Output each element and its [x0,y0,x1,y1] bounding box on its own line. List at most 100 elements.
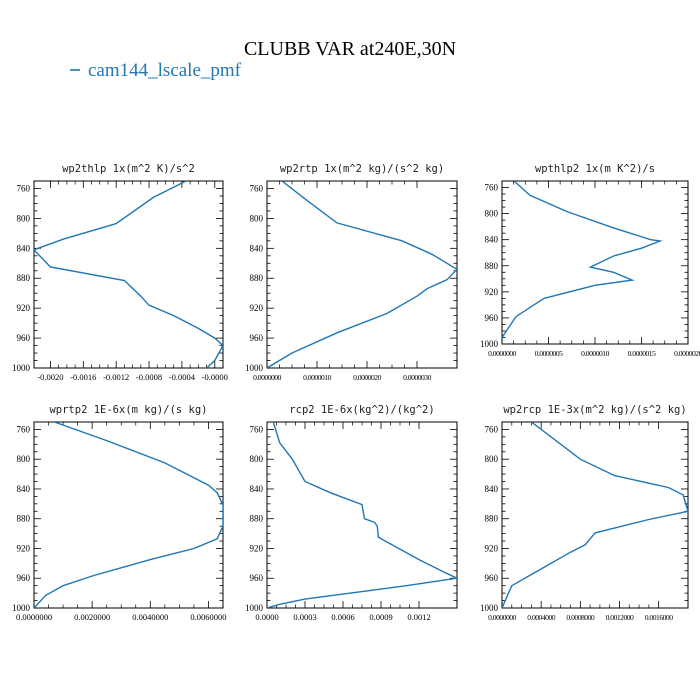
x-tick-label: 0.0000020 [674,349,700,358]
y-tick-label: 840 [485,484,499,494]
y-tick-label: 760 [250,424,264,434]
x-tick-label: 0.0000030 [403,373,431,382]
x-tick-label: 0.0004000 [527,613,555,622]
panel-6: wp2rcp 1E-3x(m^2 kg)/(s^2 kg) 760 800 840 88… [480,404,689,622]
panels: wp2thlp 1x(m^2 K)/s^2 760 800 840 880 920 960 1… [12,163,700,622]
y-tick-label: 920 [17,543,31,553]
y-tick-label: 880 [17,273,31,283]
panel-title: wp2rcp 1E-3x(m^2 kg)/(s^2 kg) [503,404,686,416]
series-line-1 [502,181,663,338]
x-tick-label: -0.0008 [136,372,162,382]
plot-frame [33,180,224,369]
y-tick-label: 960 [485,573,499,583]
x-tick-label: 0.0000 [255,612,278,622]
x-tick-label: 0.0000020 [353,373,381,382]
y-tick-label: 1000 [245,363,264,373]
plot-frame [266,180,458,369]
plot-frame [501,421,689,609]
y-tick-label: 760 [17,424,31,434]
legend: cam144_lscale_pmf [70,60,242,81]
x-tick-label: 0.0006 [331,612,354,622]
panel-title: wp2thlp 1x(m^2 K)/s^2 [62,163,195,175]
series-line-1 [34,181,223,368]
x-tick-label: 0.0000015 [628,349,656,358]
x-tick-label: 0.0000005 [535,349,563,358]
y-tick-label: 800 [17,213,31,223]
y-tick-label: 960 [250,573,264,583]
y-tick-label: 800 [485,454,499,464]
x-tick-label: 0.0040000 [132,612,168,622]
y-tick-label: 920 [250,303,264,313]
x-tick-label: 0.0009 [369,612,392,622]
x-tick-label: 0.0008000 [566,613,594,622]
x-tick-label: -0.0012 [103,372,129,382]
y-tick-label: 760 [485,424,499,434]
y-tick-label: 840 [250,243,264,253]
series-line-1 [34,422,223,608]
x-tick-label: 0.0000000 [488,349,516,358]
x-tick-label: -0.0016 [70,372,96,382]
y-tick-label: 800 [250,454,264,464]
panel-title: wp2rtp 1x(m^2 kg)/(s^2 kg) [280,163,444,175]
panel-3: wpthlp2 1x(m K^2)/s 760 800 840 880 920 960 100… [480,163,700,358]
y-tick-label: 880 [250,273,264,283]
y-tick-label: 760 [485,183,499,193]
y-tick-label: 960 [17,573,31,583]
y-tick-label: 840 [17,243,31,253]
x-tick-label: 0.0000000 [488,613,516,622]
y-tick-label: 840 [17,484,31,494]
y-tick-label: 800 [17,454,31,464]
y-tick-label: 800 [485,209,499,219]
y-tick-label: 960 [485,313,499,323]
x-tick-label: 0.0060000 [190,612,226,622]
plot-frame [501,180,689,345]
x-tick-label: 0.0016000 [645,613,673,622]
panel-title: rcp2 1E-6x(kg^2)/(kg^2) [289,404,434,416]
y-tick-label: 1000 [480,339,499,349]
y-tick-label: 840 [485,235,499,245]
y-tick-label: 760 [250,183,264,193]
x-tick-label: -0.0004 [169,372,196,382]
figure-title: CLUBB VAR at240E,30N [244,38,456,60]
y-tick-label: 1000 [12,363,31,373]
x-tick-label: 0.0012 [407,612,430,622]
y-tick-label: 880 [485,514,499,524]
series-line-1 [267,181,457,368]
y-tick-label: 760 [17,183,31,193]
x-tick-label: -0.0020 [37,372,63,382]
y-tick-label: 840 [250,484,264,494]
series-line-1 [267,422,457,608]
y-tick-label: 920 [485,543,499,553]
y-tick-label: 920 [17,303,31,313]
x-tick-label: 0.0000010 [303,373,331,382]
y-tick-label: 1000 [12,603,31,613]
y-tick-label: 880 [485,261,499,271]
legend-label: cam144_lscale_pmf [88,60,242,81]
panel-4: wprtp2 1E-6x(m kg)/(s kg) 760 800 840 880 920… [12,404,227,622]
panel-title: wpthlp2 1x(m K^2)/s [535,163,655,175]
y-tick-label: 920 [485,287,499,297]
x-tick-label: 0.0003 [293,612,316,622]
y-tick-label: 1000 [480,603,499,613]
y-tick-label: 1000 [245,603,264,613]
plot-frame [266,421,458,609]
y-tick-label: 880 [250,514,264,524]
x-tick-label: 0.0012000 [606,613,634,622]
y-tick-label: 920 [250,543,264,553]
series-line-1 [502,422,688,608]
x-tick-label: 0.0020000 [74,612,110,622]
y-tick-label: 960 [17,333,31,343]
x-tick-label: 0.0000000 [16,612,52,622]
y-tick-label: 960 [250,333,264,343]
x-tick-label: 0.0000000 [253,373,281,382]
y-tick-label: 880 [17,514,31,524]
panel-5: rcp2 1E-6x(kg^2)/(kg^2) 760 800 840 880 920 96… [245,404,458,622]
y-tick-label: 800 [250,213,264,223]
x-tick-label: -0.0000 [202,372,228,382]
panel-title: wprtp2 1E-6x(m kg)/(s kg) [49,404,207,416]
panel-2: wp2rtp 1x(m^2 kg)/(s^2 kg) 760 800 840 880 92… [245,163,458,382]
panel-1: wp2thlp 1x(m^2 K)/s^2 760 800 840 880 920 960 1… [12,163,228,382]
x-tick-label: 0.0000010 [581,349,609,358]
plot-frame [33,421,224,609]
